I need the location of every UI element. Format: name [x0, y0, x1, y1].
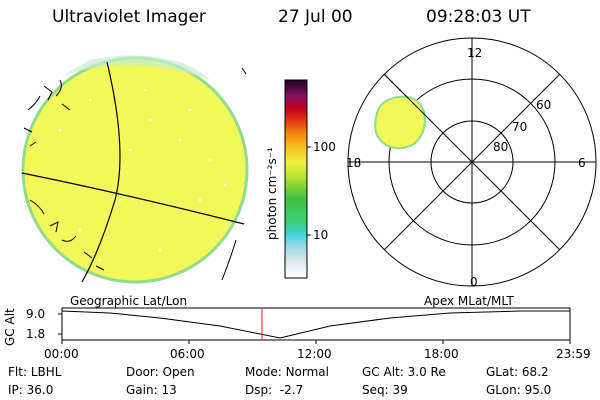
y-tick-9: 9.0 [26, 307, 46, 321]
colorbar [284, 79, 311, 279]
altitude-curve [61, 310, 570, 339]
info-ip: IP: 36.0 [8, 383, 54, 397]
polar-plot [347, 37, 597, 287]
x-tick-1800: 18:00 [424, 347, 459, 361]
lat-label-80: 80 [493, 140, 509, 154]
info-seq: Seq: 39 [362, 383, 408, 397]
info-glat: GLat: 68.2 [486, 365, 549, 379]
time-label: 09:28:03 UT [426, 7, 531, 27]
mlt-label-12: 12 [467, 46, 483, 60]
mlt-label-0: 0 [470, 275, 478, 289]
latitude-line [21, 172, 245, 225]
timeline-ticks [58, 313, 571, 344]
info-gc-alt: GC Alt: 3.0 Re [362, 365, 446, 379]
info-gain: Gain: 13 [126, 383, 177, 397]
info-glon: GLon: 95.0 [486, 383, 552, 397]
x-tick-0600: 06:00 [170, 347, 205, 361]
info-flt: Flt: LBHL [8, 365, 62, 379]
info-mode: Mode: Normal [245, 365, 329, 379]
x-tick-0000: 00:00 [44, 347, 79, 361]
mlt-label-6: 6 [578, 156, 586, 170]
apex-label: Apex MLat/MLT [424, 294, 514, 308]
coastline-outlines [23, 67, 247, 281]
timeline-panel [58, 307, 571, 344]
timeline-frame [61, 307, 571, 341]
instrument-title: Ultraviolet Imager [52, 7, 206, 27]
info-door: Door: Open [126, 365, 195, 379]
earth-image [21, 55, 249, 284]
auroral-patch [374, 95, 426, 150]
y-tick-1-8: 1.8 [26, 327, 46, 341]
longitude-line [81, 61, 121, 283]
colorbar-label-100: 100 [313, 140, 336, 154]
speckle-pattern [58, 88, 227, 262]
lat-label-70: 70 [512, 120, 528, 134]
mlt-label-18: 18 [346, 156, 362, 170]
date-label: 27 Jul 00 [278, 7, 353, 27]
gc-alt-axis-title: GC Alt [3, 308, 17, 346]
colorbar-unit-label: photon cm⁻²s⁻¹ [265, 147, 279, 240]
limb-glow [62, 55, 210, 80]
info-dsp: Dsp: -2.7 [245, 383, 304, 397]
lat-label-60: 60 [536, 98, 552, 112]
earth-disk [21, 56, 249, 284]
colorbar-ramp [284, 79, 308, 279]
polar-diagonal-2 [383, 73, 561, 251]
colorbar-label-10: 10 [313, 228, 329, 242]
x-tick-2359: 23:59 [556, 347, 591, 361]
geographic-label: Geographic Lat/Lon [70, 294, 188, 308]
polar-diagonal-overlay [383, 73, 431, 121]
x-tick-1200: 12:00 [297, 347, 332, 361]
